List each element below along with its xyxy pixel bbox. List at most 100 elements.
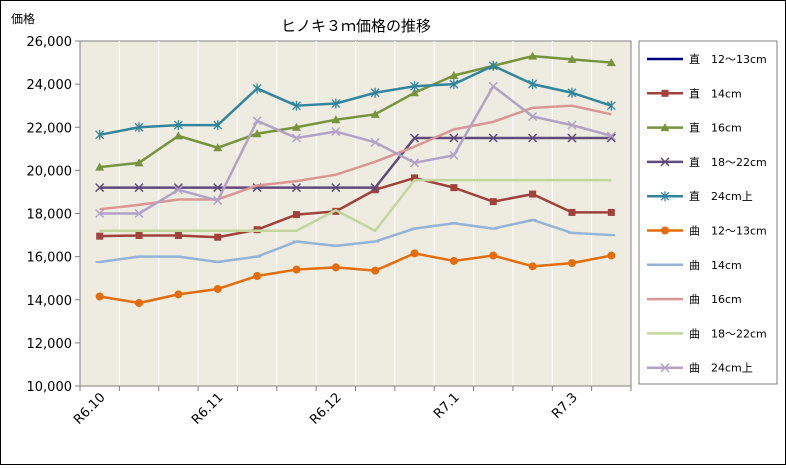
data-point-marker [567,54,577,63]
legend-item-9: 曲 18～22cm [647,327,767,340]
y-tick-label: 10,000 [27,380,73,395]
data-point-marker [410,133,420,143]
data-point-marker [567,120,577,130]
data-point-marker [173,120,183,131]
data-point-marker [292,211,300,219]
data-point-marker [95,292,104,301]
series-path [99,218,612,264]
data-point-marker [95,129,105,140]
data-point-marker [489,251,498,260]
legend-label: 直 16cm [689,121,742,135]
data-point-marker [488,60,498,71]
data-point-marker [135,231,143,239]
data-point-marker [410,88,420,97]
data-point-marker [173,185,183,195]
data-point-marker [568,208,576,216]
data-point-marker [135,298,144,307]
data-point-marker [660,123,670,132]
data-point-marker [411,174,419,182]
data-point-marker [606,58,616,67]
data-point-marker [450,184,458,192]
data-point-marker [253,272,262,281]
data-point-marker [370,109,380,118]
series-path [99,85,612,215]
data-point-marker [292,100,301,111]
data-point-marker [449,256,458,265]
data-point-marker [213,120,223,131]
y-tick-label: 24,000 [27,78,73,93]
data-point-marker [449,71,459,79]
data-point-marker [410,249,419,258]
legend-label: 直 18～22cm [689,155,767,169]
data-point-marker [95,208,105,219]
series-path [99,178,612,232]
x-tick-label: R6.12 [307,390,344,427]
data-point-marker [331,127,341,137]
y-axis-label: 価格 [11,11,35,26]
data-point-marker [213,183,223,193]
y-tick-label: 18,000 [27,208,73,223]
series-path [99,64,612,137]
legend-label: 曲 12～13cm [689,225,767,238]
legend-label: 曲 18～22cm [689,327,767,340]
series-line-4 [95,133,616,193]
legend-label: 直 12～13cm [689,52,767,66]
data-point-marker [660,157,670,167]
data-point-marker [213,196,223,206]
data-point-marker [488,133,498,143]
data-point-marker [410,158,420,168]
legend-item-5: 直 24cm上 [647,189,753,203]
data-point-marker [661,226,669,235]
data-point-marker [528,262,537,271]
y-axis: 10,000 12,000 14,000 16,000 18,000 20,000 22,0… [27,35,81,395]
legend-label: 曲 14cm [689,259,742,272]
data-point-marker [331,115,341,124]
legend-item-10: 曲 24cm上 [647,362,753,375]
data-point-marker [173,131,183,140]
data-point-marker [489,198,497,206]
data-point-marker [606,100,616,111]
chart-title: ヒノキ３ｍ価格の推移 [281,17,431,35]
y-tick-label: 14,000 [27,294,73,309]
data-point-marker [528,79,538,90]
data-point-marker [529,190,537,198]
data-point-marker [214,233,222,241]
series-line-10 [95,81,616,219]
data-point-marker [371,186,379,194]
data-point-marker [449,133,459,143]
data-point-marker [252,83,262,94]
legend-box [638,40,778,385]
legend-label: 直 14cm [689,86,742,100]
data-point-marker [174,290,183,299]
data-point-marker [449,79,459,90]
series-line-7 [95,218,616,264]
data-point-marker [174,231,182,239]
series-line-5 [95,60,616,140]
data-point-marker [567,133,577,143]
data-point-marker [134,183,144,193]
data-point-marker [291,133,301,143]
x-tick-label: R7.3 [549,390,581,422]
data-point-marker [331,98,341,109]
legend-item-7: 曲 14cm [647,259,742,272]
series-line-9 [99,178,612,232]
data-point-marker [213,143,223,152]
data-point-marker [370,87,380,98]
y-tick-label: 16,000 [27,251,73,266]
data-point-marker [95,183,105,193]
data-point-marker [607,251,616,260]
data-point-marker [449,150,459,160]
x-axis: R6.10 R6.11 R6.12 R7.1 R7.3 [71,385,632,428]
data-point-marker [410,81,419,92]
data-point-marker [661,89,669,97]
x-tick-label: R7.1 [431,390,463,422]
data-point-marker [291,183,301,193]
data-point-marker [567,259,576,268]
legend-item-8: 曲 16cm [647,293,742,306]
data-point-marker [528,51,538,60]
data-point-marker [134,158,144,167]
y-tick-label: 20,000 [27,164,73,179]
